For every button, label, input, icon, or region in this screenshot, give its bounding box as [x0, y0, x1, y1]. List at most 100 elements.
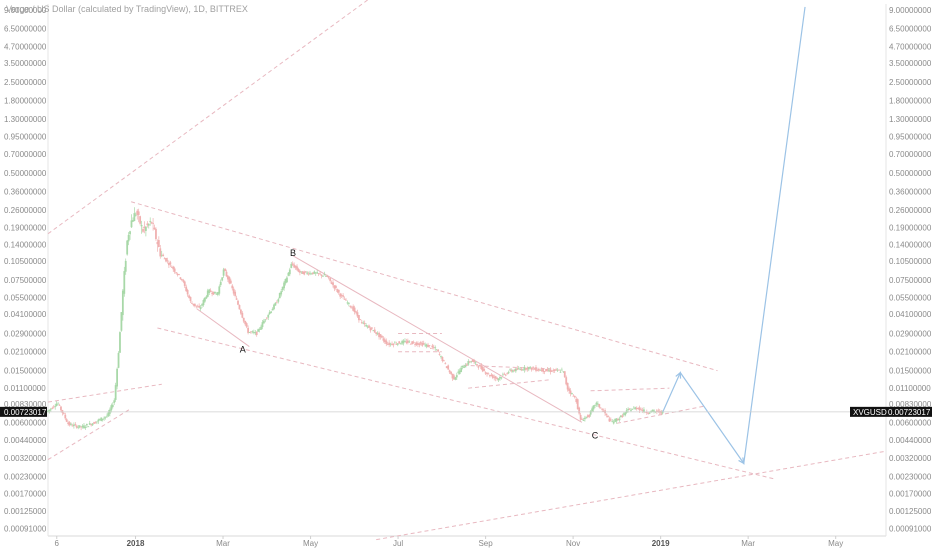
candle-body [244, 320, 247, 325]
candle-body [353, 307, 356, 312]
candle-body [162, 254, 165, 257]
candle-body [552, 370, 555, 371]
candle-body [467, 361, 470, 365]
candle-body [386, 343, 389, 345]
wave-labels: B A C [240, 248, 599, 441]
candle-body [372, 330, 375, 332]
candle-body [64, 414, 67, 419]
candle-body [229, 280, 232, 284]
candle-body [530, 367, 533, 370]
y-tick-label-left: 1.80000000 [4, 97, 47, 106]
candle-body [533, 368, 536, 370]
candle-body [355, 311, 357, 313]
candle-body [605, 413, 608, 415]
candle-body [630, 410, 632, 412]
candle-body [160, 254, 163, 256]
last-price-line: 0.00723017 XVGUSD 0.00723017 [0, 406, 932, 417]
candle-body [172, 266, 175, 270]
y-tick-label-left: 0.00320000 [4, 454, 47, 463]
candle-body [572, 395, 575, 397]
candle-body [252, 332, 255, 333]
wave-label-a: A [240, 344, 246, 354]
candle-body [313, 271, 316, 274]
candle-body [360, 321, 363, 323]
y-tick-label-right: 9.00000000 [889, 6, 932, 15]
candle-body [381, 335, 383, 338]
candle-body [493, 376, 496, 378]
candle-body [645, 411, 648, 414]
candle-body [288, 269, 291, 275]
candle-body [191, 302, 193, 304]
candle-body [609, 419, 612, 421]
candle-body [84, 427, 87, 429]
candle-body [535, 367, 537, 371]
candle-body [496, 378, 499, 380]
candle-body [345, 299, 347, 301]
x-tick-label: Nov [566, 539, 580, 548]
candle-body [129, 231, 131, 235]
x-tick-label: May [303, 539, 318, 548]
candle-body [57, 403, 59, 405]
candle-body [267, 314, 270, 318]
candle-body [206, 290, 209, 297]
candle-body [156, 241, 159, 245]
candle-body [550, 371, 553, 372]
candle-body [569, 390, 572, 394]
candle-body [370, 327, 373, 329]
candle-body [494, 376, 497, 379]
candle-body [90, 424, 93, 426]
candle-body [382, 338, 385, 341]
candle-body [359, 319, 362, 321]
y-tick-label-right: 3.50000000 [889, 59, 932, 68]
candle-body [134, 214, 137, 216]
candle-body [114, 385, 117, 400]
candle-body [497, 378, 500, 381]
candle-body [176, 273, 179, 275]
y-tick-label-left: 0.02100000 [4, 348, 47, 357]
candle-body [598, 404, 601, 408]
candle-body [170, 266, 173, 268]
candle-body [237, 300, 239, 305]
candle-body [228, 277, 231, 284]
candle-body [281, 286, 284, 290]
candle-body [277, 299, 280, 302]
candle-body [140, 224, 143, 227]
trend-channel-lines [47, 0, 887, 541]
candle-body [468, 361, 471, 363]
trend-line [376, 450, 887, 541]
y-tick-label-right: 0.36000000 [889, 187, 932, 196]
candle-body [60, 406, 62, 411]
chart-title: Verge / US Dollar (calculated by Trading… [6, 4, 248, 14]
candle-body [441, 357, 444, 361]
candle-body [185, 286, 188, 292]
candle-body [349, 305, 352, 307]
candle-body [342, 295, 344, 297]
candle-body [126, 240, 129, 255]
candle-body [421, 342, 424, 346]
candle-body [432, 347, 435, 349]
y-tick-label-right: 0.04100000 [889, 310, 932, 319]
candle-body [248, 332, 251, 333]
candle-body [471, 359, 474, 362]
candle-body [155, 229, 157, 240]
candle-body [97, 419, 100, 422]
candle-body [142, 229, 144, 232]
candle-body [333, 285, 336, 289]
candle-body [127, 235, 130, 242]
candle-body [592, 405, 595, 410]
candle-body [525, 368, 527, 370]
candle-body [596, 403, 599, 405]
candle-body [146, 223, 149, 226]
candle-body [255, 331, 258, 336]
candle-body [169, 262, 172, 265]
candle-body [516, 368, 519, 370]
y-tick-label-right: 0.02900000 [889, 330, 932, 339]
candle-body [540, 369, 543, 371]
candle-body [638, 407, 641, 411]
y-tick-label-right: 0.00440000 [889, 436, 932, 445]
candle-body [232, 288, 235, 294]
candle-body [657, 410, 660, 412]
y-tick-label-left: 0.01100000 [4, 384, 46, 393]
candle-body [297, 268, 300, 272]
